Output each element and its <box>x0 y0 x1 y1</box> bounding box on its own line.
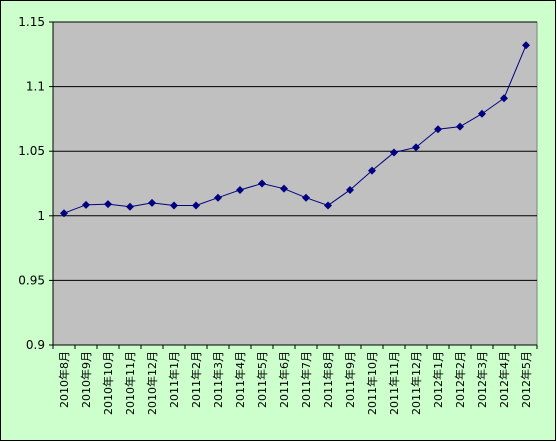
y-tick-label: 0.95 <box>18 273 45 287</box>
y-tick-label: 1.1 <box>26 80 45 94</box>
marker <box>456 122 464 131</box>
marker <box>478 109 486 118</box>
marker <box>148 198 156 207</box>
x-tick-label: 2010年9月 <box>79 351 93 408</box>
x-tick-label: 2011年11月 <box>387 351 401 415</box>
plot-area <box>52 21 538 346</box>
marker <box>368 166 376 175</box>
y-tick-label: 0.9 <box>26 338 45 352</box>
marker <box>500 94 508 103</box>
marker <box>434 125 442 134</box>
marker <box>214 193 222 202</box>
marker <box>324 201 332 210</box>
marker <box>126 202 134 211</box>
x-tick-label: 2011年1月 <box>167 351 181 408</box>
x-tick-label: 2011年4月 <box>233 351 247 408</box>
x-tick-label: 2011年3月 <box>211 351 225 408</box>
marker <box>302 193 310 202</box>
x-tick-label: 2011年8月 <box>321 351 335 408</box>
x-tick-label: 2012年2月 <box>453 351 467 408</box>
line <box>63 45 527 214</box>
marker <box>82 200 90 209</box>
x-tick-label: 2012年1月 <box>431 351 445 408</box>
x-tick-label: 2010年10月 <box>101 351 115 415</box>
marker <box>170 201 178 210</box>
x-tick-label: 2012年3月 <box>475 351 489 408</box>
marker <box>192 201 200 210</box>
marker <box>412 143 420 152</box>
x-tick-label: 2010年12月 <box>145 351 159 415</box>
marker <box>104 200 112 209</box>
marker <box>258 179 266 188</box>
marker <box>236 185 244 194</box>
x-tick-label: 2012年4月 <box>497 351 511 408</box>
marker <box>522 41 530 50</box>
x-tick-label: 2011年9月 <box>343 351 357 408</box>
x-tick-label: 2010年11月 <box>123 351 137 415</box>
y-tick-label: 1.15 <box>18 15 45 29</box>
x-tick-label: 2011年7月 <box>299 351 313 408</box>
x-tick-label: 2012年5月 <box>519 351 533 408</box>
marker <box>390 148 398 157</box>
marker <box>346 185 354 194</box>
x-tick-label: 2011年12月 <box>409 351 423 415</box>
y-tick-label: 1.05 <box>18 144 45 158</box>
marker <box>60 209 68 218</box>
x-tick-label: 2011年2月 <box>189 351 203 408</box>
marker <box>280 184 288 193</box>
x-tick-label: 2011年5月 <box>255 351 269 408</box>
x-tick-label: 2010年8月 <box>57 351 71 408</box>
y-tick-label: 1 <box>37 209 45 223</box>
x-tick-label: 2011年6月 <box>277 351 291 408</box>
x-tick-label: 2011年10月 <box>365 351 379 415</box>
